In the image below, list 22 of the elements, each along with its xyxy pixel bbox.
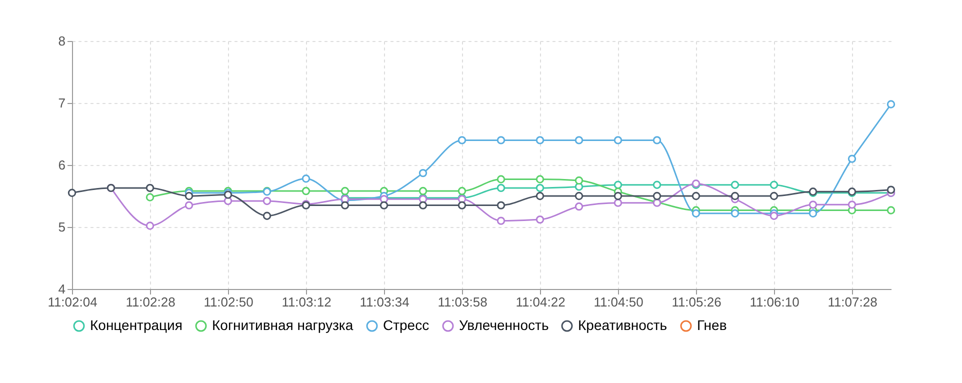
x-tick-label: 11:03:34: [360, 294, 410, 310]
x-tick-label: 11:04:50: [594, 294, 644, 310]
y-tick-label: 7: [58, 96, 66, 110]
legend-label: Увлеченность: [459, 317, 549, 333]
y-tick-label: 4: [58, 282, 66, 296]
legend-label: Креативность: [578, 317, 668, 333]
x-tick-label: 11:02:04: [48, 294, 98, 310]
x-tick-label: 11:02:50: [204, 294, 254, 310]
x-tick-label: 11:05:26: [672, 294, 722, 310]
x-tick-label: 11:04:22: [516, 294, 566, 310]
x-tick-label: 11:03:12: [282, 294, 332, 310]
x-tick-label: 11:06:10: [750, 294, 800, 310]
legend-label: Гнев: [697, 317, 727, 333]
y-tick-label: 6: [58, 158, 66, 172]
legend-label: Концентрация: [90, 317, 182, 333]
x-tick-label: 11:07:28: [828, 294, 878, 310]
y-tick-label: 5: [58, 220, 66, 234]
legend-label: Когнитивная нагрузка: [212, 317, 354, 333]
x-tick-label: 11:02:28: [126, 294, 176, 310]
y-tick-label: 8: [58, 34, 66, 48]
legend-label: Стресс: [383, 317, 430, 333]
x-tick-label: 11:03:58: [438, 294, 488, 310]
